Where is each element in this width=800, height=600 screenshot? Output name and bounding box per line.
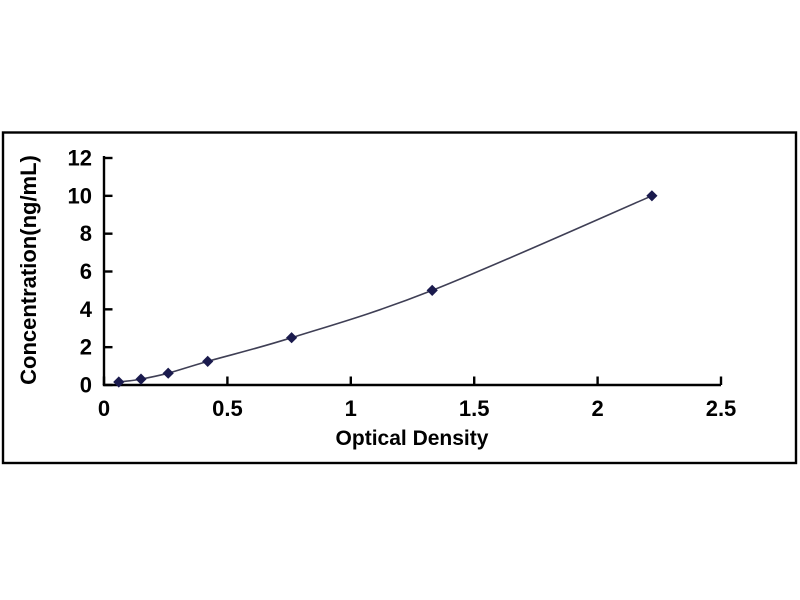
curve-line <box>118 195 653 383</box>
y-tick-label: 4 <box>80 297 93 322</box>
y-tick-label: 8 <box>80 221 92 246</box>
x-tick-label: 1 <box>345 396 357 421</box>
x-tick-label: 1.5 <box>459 396 490 421</box>
x-tick-label: 2 <box>591 396 603 421</box>
data-point-marker <box>135 373 147 385</box>
series-layer <box>113 190 658 388</box>
data-point-marker <box>426 284 438 296</box>
y-axis-title: Concentration(ng/mL) <box>16 155 41 385</box>
y-tick-label: 2 <box>80 335 92 360</box>
y-tick-label: 6 <box>80 259 92 284</box>
data-point-marker <box>202 355 214 367</box>
chart-frame <box>1 131 798 465</box>
axes-layer: 0 2 4 6 8 10 12 0 0.5 1 1.5 2 2.5 <box>68 146 737 422</box>
data-point-marker <box>162 367 174 379</box>
data-point-marker <box>113 376 125 388</box>
y-tick-label: 0 <box>80 373 92 398</box>
y-tick-label: 10 <box>68 183 92 208</box>
data-point-marker <box>646 190 658 202</box>
y-tick-label: 12 <box>68 146 92 171</box>
x-tick-label: 0 <box>98 396 110 421</box>
x-axis-title: Optical Density <box>336 427 489 450</box>
x-tick-label: 0.5 <box>212 396 243 421</box>
data-point-marker <box>286 332 298 344</box>
x-tick-label: 2.5 <box>706 396 737 421</box>
